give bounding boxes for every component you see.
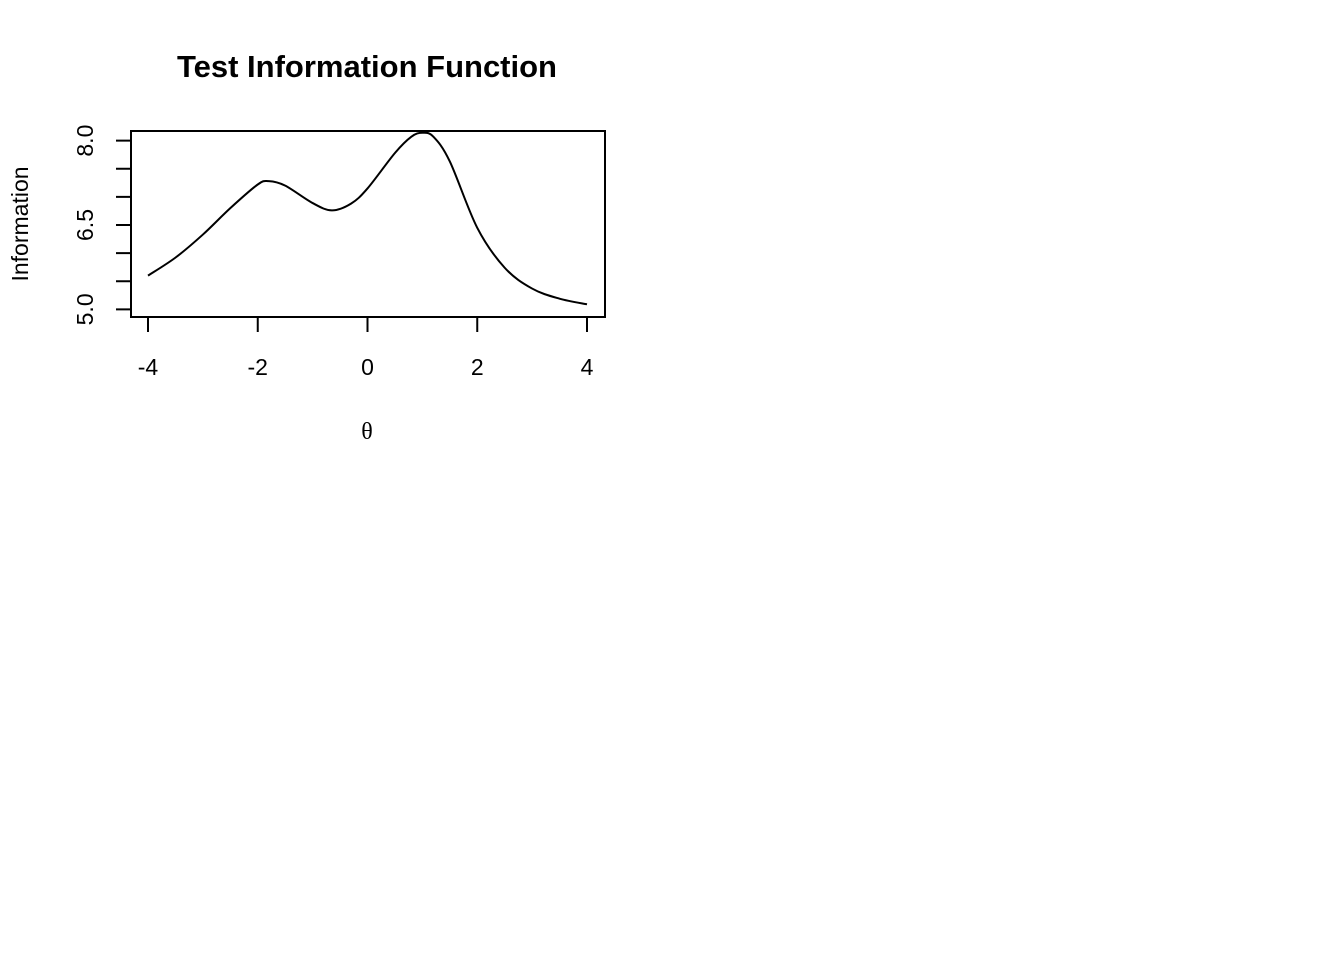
x-tick-label: -2 — [248, 354, 268, 380]
x-tick-label: 2 — [471, 354, 484, 380]
y-axis: 5.0 6.5 8.0 — [72, 125, 131, 325]
y-tick-label: 6.5 — [72, 209, 98, 241]
x-axis: -4 -2 0 2 4 — [138, 317, 594, 380]
y-axis-label: Information — [7, 166, 33, 281]
chart-title: Test Information Function — [177, 49, 557, 84]
x-tick-label: 0 — [361, 354, 374, 380]
x-tick-label: -4 — [138, 354, 159, 380]
data-line — [147, 131, 588, 306]
x-axis-label: θ — [361, 419, 373, 445]
x-tick-label: 4 — [581, 354, 594, 380]
y-tick-label: 8.0 — [72, 125, 98, 157]
y-tick-label: 5.0 — [72, 293, 98, 325]
